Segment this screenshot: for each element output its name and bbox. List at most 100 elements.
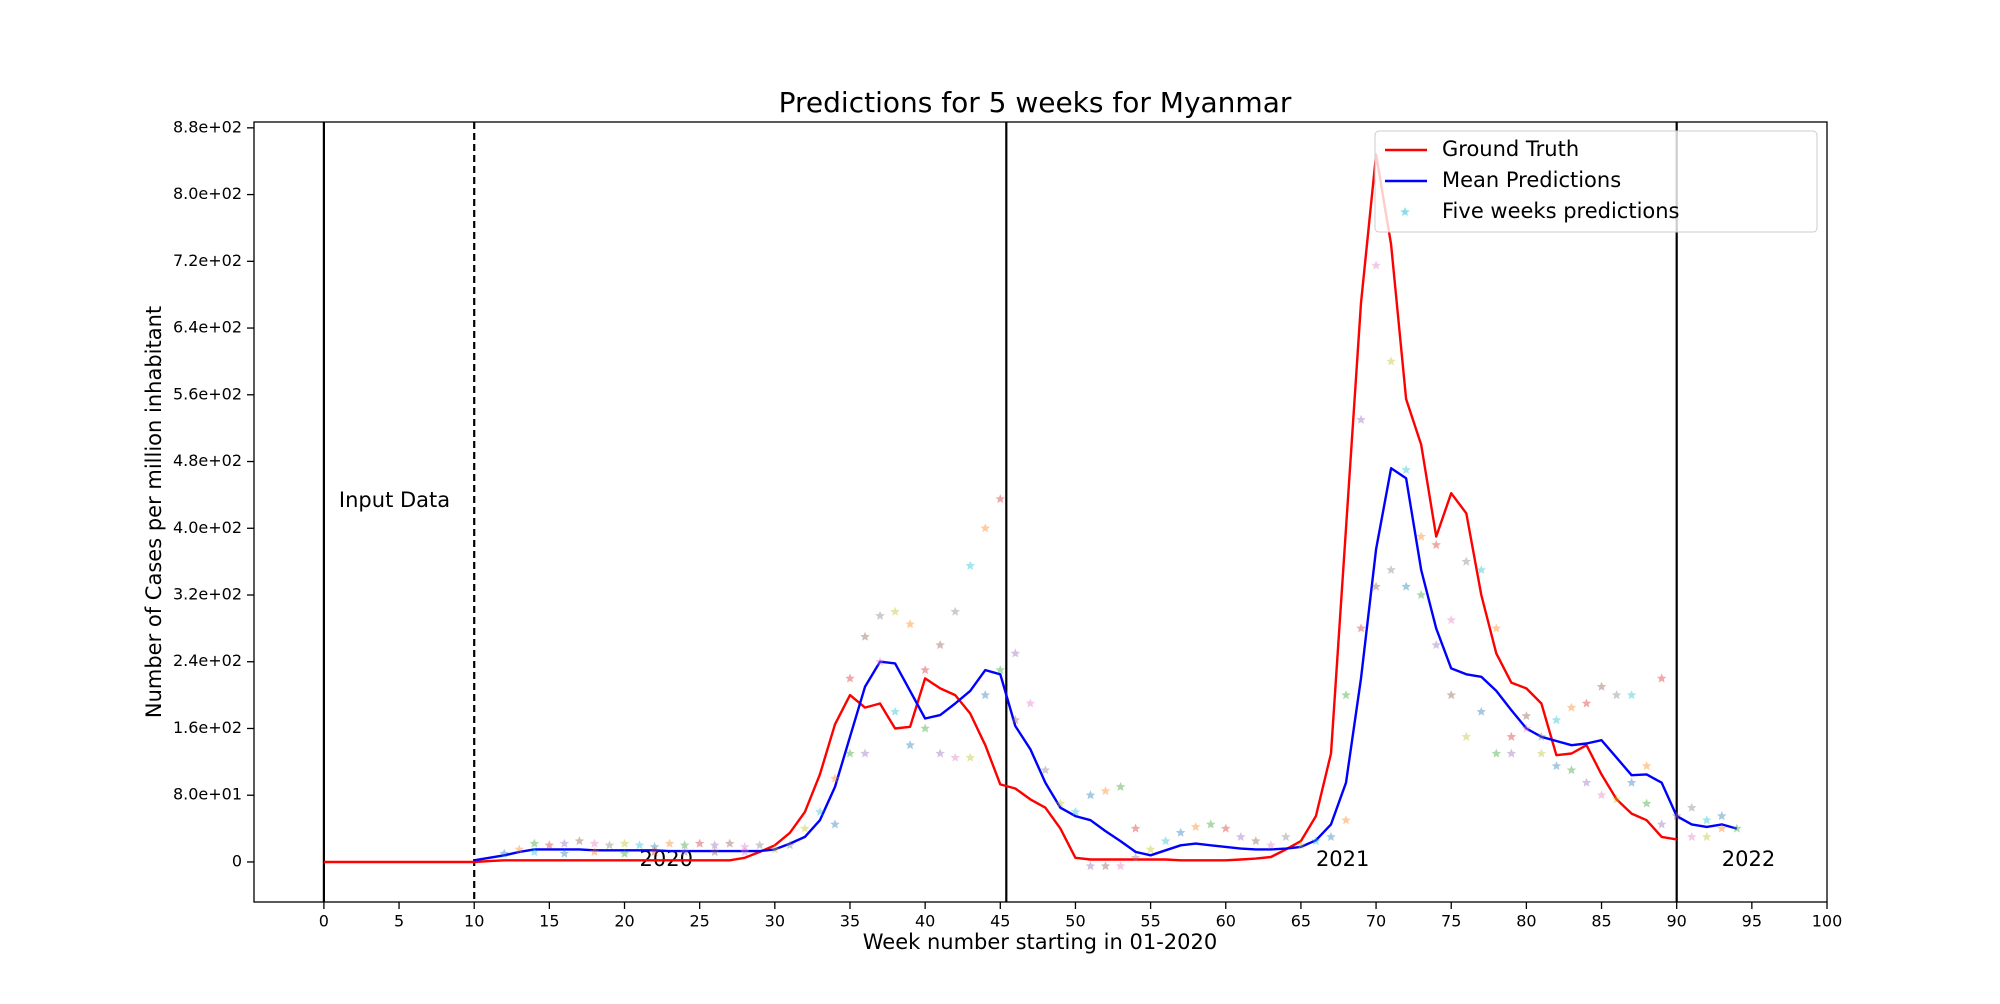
y-tick-label: 4.8e+02 — [173, 451, 242, 470]
y-tick-label: 8.8e+02 — [173, 117, 242, 136]
prediction-point — [1687, 802, 1697, 812]
prediction-point — [1687, 831, 1697, 841]
chart-title: Predictions for 5 weeks for Myanmar — [779, 86, 1292, 119]
prediction-point — [1732, 823, 1742, 833]
prediction-point — [1371, 581, 1381, 591]
prediction-point — [1416, 590, 1426, 600]
x-tick-label: 85 — [1591, 912, 1611, 931]
prediction-point — [815, 806, 825, 816]
prediction-point — [770, 844, 780, 854]
prediction-point — [1521, 711, 1532, 720]
y-tick-label: 0 — [232, 851, 242, 870]
x-tick-label: 55 — [1140, 912, 1160, 931]
prediction-point — [1581, 777, 1592, 787]
y-tick-label: 4.0e+02 — [173, 518, 242, 537]
annotation: Input Data — [339, 488, 450, 512]
prediction-point — [1100, 786, 1111, 796]
prediction-point — [1656, 819, 1667, 829]
prediction-point — [1581, 698, 1592, 708]
prediction-point — [1356, 414, 1366, 424]
x-tick-label: 95 — [1742, 912, 1762, 931]
prediction-point — [1596, 790, 1607, 800]
x-tick-label: 30 — [765, 912, 785, 931]
x-tick-label: 75 — [1441, 912, 1461, 931]
annotation: 2022 — [1722, 847, 1775, 871]
prediction-point — [890, 706, 900, 716]
prediction-point — [1130, 852, 1141, 862]
prediction-point — [1566, 765, 1577, 775]
prediction-point — [559, 838, 570, 848]
prediction-point — [1055, 798, 1066, 808]
prediction-point — [1416, 531, 1426, 541]
prediction-point — [740, 846, 750, 856]
prediction-point — [860, 631, 870, 641]
prediction-point — [905, 619, 915, 629]
prediction-point — [634, 840, 645, 850]
prediction-point — [1130, 823, 1141, 833]
prediction-point — [785, 840, 795, 850]
prediction-point — [1145, 844, 1156, 854]
x-tick-label: 5 — [394, 912, 404, 931]
legend-label: Mean Predictions — [1442, 168, 1621, 192]
prediction-point — [1596, 681, 1607, 691]
prediction-point — [1717, 811, 1727, 821]
prediction-point — [920, 723, 930, 733]
prediction-point — [1641, 798, 1652, 808]
prediction-point — [1656, 673, 1667, 683]
x-tick-label: 15 — [539, 912, 559, 931]
annotation: 2021 — [1316, 847, 1369, 871]
prediction-point — [604, 840, 615, 850]
x-tick-label: 80 — [1516, 912, 1536, 931]
x-tick-label: 0 — [319, 912, 329, 931]
prediction-point — [830, 819, 840, 829]
prediction-point — [1717, 823, 1727, 833]
y-tick-label: 1.6e+02 — [173, 718, 242, 737]
x-tick-label: 45 — [990, 912, 1010, 931]
prediction-point — [1010, 648, 1021, 658]
line-series — [474, 467, 1738, 862]
x-tick-label: 35 — [840, 912, 860, 931]
prediction-point — [905, 740, 915, 750]
prediction-point — [965, 560, 975, 570]
prediction-point — [1371, 260, 1381, 270]
legend-marker — [1400, 207, 1410, 216]
prediction-point — [980, 690, 990, 700]
prediction-point — [1386, 356, 1396, 366]
prediction-point — [1506, 748, 1517, 758]
prediction-point — [755, 840, 765, 850]
prediction-point — [1536, 748, 1547, 758]
prediction-point — [860, 748, 870, 758]
y-tick-label: 7.2e+02 — [173, 251, 242, 270]
prediction-point — [950, 606, 960, 616]
y-tick-label: 2.4e+02 — [173, 651, 242, 670]
prediction-point — [1266, 840, 1276, 850]
x-tick-label: 25 — [689, 912, 709, 931]
legend-label: Ground Truth — [1442, 137, 1579, 161]
prediction-point — [1401, 464, 1411, 474]
x-tick-label: 90 — [1667, 912, 1687, 931]
prediction-point — [980, 523, 990, 533]
y-tick-label: 3.2e+02 — [173, 585, 242, 604]
prediction-point — [1010, 715, 1021, 725]
prediction-point — [1446, 690, 1456, 700]
prediction-point — [1281, 831, 1291, 841]
y-tick-label: 8.0e+02 — [173, 184, 242, 203]
x-tick-label: 20 — [614, 912, 634, 931]
y-tick-label: 5.6e+02 — [173, 384, 242, 403]
prediction-point — [619, 838, 630, 848]
prediction-point — [725, 838, 735, 848]
prediction-point — [1356, 623, 1366, 633]
prediction-point — [1521, 723, 1532, 733]
prediction-point — [1251, 836, 1261, 846]
x-tick-label: 40 — [915, 912, 935, 931]
prediction-point — [1115, 861, 1126, 871]
x-tick-label: 100 — [1812, 912, 1843, 931]
prediction-point — [1702, 815, 1712, 825]
prediction-point — [1566, 702, 1577, 712]
prediction-point — [995, 665, 1005, 675]
prediction-point — [649, 841, 660, 851]
prediction-point — [1070, 806, 1081, 816]
prediction-point — [1671, 811, 1682, 821]
prediction-point — [800, 823, 810, 833]
